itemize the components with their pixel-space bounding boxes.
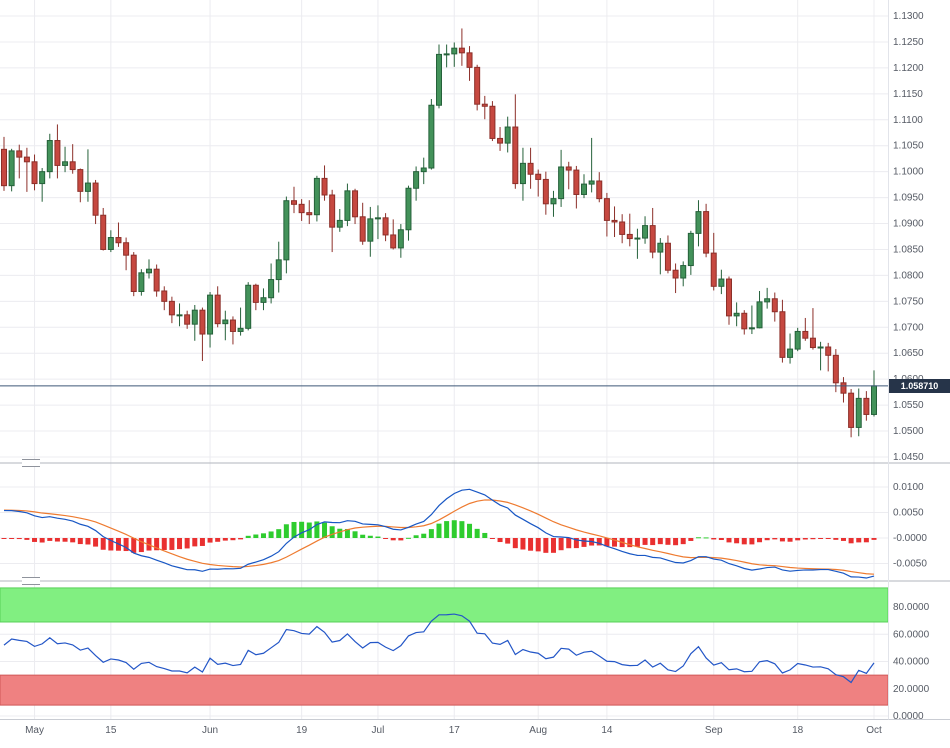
svg-text:1.0450: 1.0450 xyxy=(893,452,924,463)
svg-text:Oct: Oct xyxy=(866,725,882,736)
svg-text:1.0950: 1.0950 xyxy=(893,193,924,204)
svg-text:1.0650: 1.0650 xyxy=(893,348,924,359)
svg-text:1.1200: 1.1200 xyxy=(893,63,924,74)
svg-text:0.0100: 0.0100 xyxy=(893,482,924,493)
svg-text:1.0500: 1.0500 xyxy=(893,426,924,437)
price-axis[interactable] xyxy=(889,0,950,719)
svg-text:1.1050: 1.1050 xyxy=(893,141,924,152)
last-price-badge: 1.058710 xyxy=(889,378,950,393)
svg-text:Jun: Jun xyxy=(202,725,218,736)
svg-text:1.1300: 1.1300 xyxy=(893,11,924,22)
svg-text:1.1250: 1.1250 xyxy=(893,37,924,48)
macd-pane-resize-handle-icon[interactable] xyxy=(22,459,40,467)
oscillator-line xyxy=(3,613,875,684)
svg-text:-0.0000: -0.0000 xyxy=(893,533,927,544)
svg-text:1.1100: 1.1100 xyxy=(893,115,923,126)
svg-text:1.0750: 1.0750 xyxy=(893,296,924,307)
axis-labels: 1.1300 1.1250 1.1200 1.1150 1.1100 1.1050 1.10… xyxy=(25,11,930,736)
svg-text:18: 18 xyxy=(792,725,804,736)
svg-text:17: 17 xyxy=(449,725,461,736)
svg-text:40.0000: 40.0000 xyxy=(893,657,930,668)
svg-text:1.0700: 1.0700 xyxy=(893,322,924,333)
oscillator-bands xyxy=(0,587,889,706)
svg-text:0.0050: 0.0050 xyxy=(893,508,924,519)
svg-text:0.0000: 0.0000 xyxy=(893,711,924,722)
svg-text:Aug: Aug xyxy=(529,725,547,736)
gridlines xyxy=(0,0,888,719)
macd-line xyxy=(3,488,875,579)
oscillator-pane-resize-handle-icon[interactable] xyxy=(22,577,40,585)
svg-text:Sep: Sep xyxy=(705,725,723,736)
svg-text:May: May xyxy=(25,725,44,736)
svg-text:14: 14 xyxy=(601,725,613,736)
macd-signal-line xyxy=(3,499,875,575)
svg-text:-0.0050: -0.0050 xyxy=(893,559,927,570)
svg-text:1.0850: 1.0850 xyxy=(893,244,924,255)
time-axis[interactable] xyxy=(0,720,950,748)
candles-series xyxy=(1,28,877,438)
svg-text:1.1000: 1.1000 xyxy=(893,167,924,178)
svg-text:1.0800: 1.0800 xyxy=(893,270,924,281)
macd-histogram xyxy=(1,520,877,553)
svg-text:15: 15 xyxy=(105,725,117,736)
svg-text:60.0000: 60.0000 xyxy=(893,629,930,640)
svg-text:1.1150: 1.1150 xyxy=(893,89,923,100)
svg-text:80.0000: 80.0000 xyxy=(893,602,930,613)
svg-text:20.0000: 20.0000 xyxy=(893,684,930,695)
svg-text:Jul: Jul xyxy=(372,725,385,736)
svg-text:19: 19 xyxy=(296,725,308,736)
svg-text:1.0900: 1.0900 xyxy=(893,219,924,230)
svg-text:1.0550: 1.0550 xyxy=(893,400,924,411)
